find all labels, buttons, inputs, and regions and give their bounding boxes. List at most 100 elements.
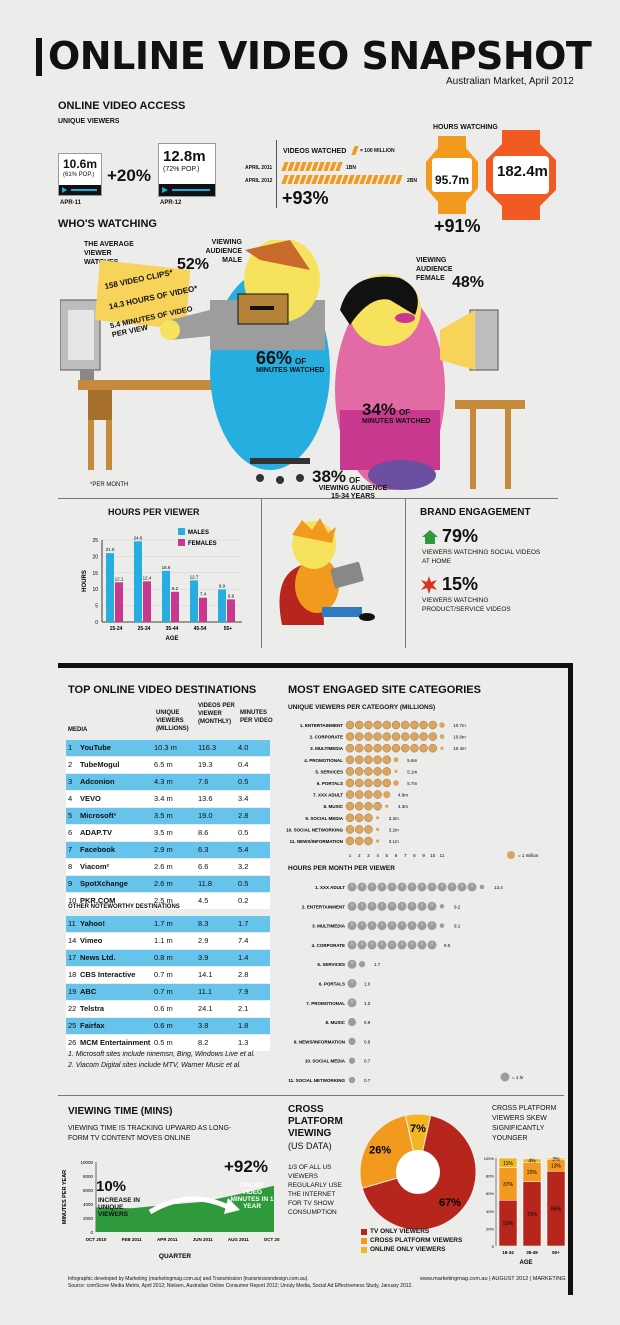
stack-segment	[546, 1157, 566, 1161]
youth-viewer-illustration	[279, 518, 375, 625]
viewer-dot	[391, 744, 401, 753]
apr12-player	[159, 184, 215, 196]
category-value: 0.9	[364, 1020, 371, 1025]
viewer-dot	[373, 720, 382, 730]
viewer-dot	[428, 720, 438, 730]
cell-vpv: 19.0	[198, 811, 213, 820]
cell-uv: 1.7 m	[154, 919, 173, 928]
categories-title: MOST ENGAGED SITE CATEGORIES	[288, 684, 481, 696]
category-value: 9.1	[454, 924, 461, 929]
viewer-dot	[400, 732, 410, 741]
legend-clock	[500, 1072, 510, 1082]
hours-2011: 95.7m	[435, 173, 470, 187]
cell-name: SpotXchange	[80, 879, 128, 888]
x-axis-label: AGE	[519, 1260, 532, 1266]
mid-top-line	[58, 498, 558, 499]
product-label: VIEWERS WATCHING PRODUCT/SERVICE VIDEOS	[422, 597, 511, 613]
hpm-title: HOURS PER MONTH PER VIEWER	[288, 865, 395, 872]
vt-pct-left: 10%	[96, 1178, 127, 1195]
viewer-dot	[354, 744, 364, 753]
x-tick-label: 35-49	[526, 1250, 538, 1255]
male-label: VIEWING AUDIENCE MALE	[205, 239, 242, 264]
legend-swatch	[361, 1238, 367, 1244]
table-row: 18 CBS Interactive 0.7 m 14.1 2.8	[66, 967, 270, 983]
clock-icon-partial	[358, 961, 366, 968]
axis-tick: 11	[440, 853, 445, 858]
female-pct: 48%	[452, 274, 485, 291]
cell-rank: 10	[68, 896, 77, 905]
home-pct: 79%	[442, 526, 479, 546]
table-row: 7 Facebook 2.9 m 6.3 5.4	[66, 842, 270, 858]
x-tick-label: JUN 2011	[193, 1237, 214, 1242]
cell-mpv: 7.9	[238, 987, 249, 996]
category-label: 9. SOCIAL MEDIA	[305, 816, 343, 821]
footer-source: Source: comScore Media Metrix, April 201…	[68, 1283, 413, 1289]
viewer-dot-partial	[385, 804, 389, 808]
videos-row-label-2: APRIL 2012	[245, 178, 273, 184]
cell-mpv: 0.5	[238, 777, 249, 786]
clock-icon-partial	[439, 923, 445, 928]
viewer-dot	[345, 720, 355, 730]
hours-per-month-chart: 1. XXX ADULT 13.4 2. ENTERTAINMENT 9.2 3. MU…	[288, 882, 524, 1084]
videos-row-value-1: 1bn	[346, 165, 357, 171]
section-divider	[58, 663, 573, 668]
top-table-title: TOP ONLINE VIDEO DESTINATIONS	[68, 684, 257, 696]
youth-pct: 38%	[312, 467, 347, 486]
cell-rank: 14	[68, 936, 77, 945]
axis-tick: 6	[395, 853, 398, 858]
y-tick-label: 8000	[83, 1174, 94, 1179]
y-axis-label: HOURS	[82, 570, 88, 592]
viewer-dot-partial	[383, 791, 391, 799]
cell-uv: 3.5 m	[154, 828, 173, 837]
viewer-dot-partial	[376, 839, 380, 843]
category-label: 10. SOCIAL MEDIA	[305, 1059, 346, 1064]
cell-mpv: 0.5	[238, 828, 249, 837]
bar-value-label: 6.9	[228, 593, 235, 598]
viewer-dot-partial	[394, 769, 398, 773]
table-row: 1 YouTube 10.3 m 116.3 4.0	[66, 740, 270, 756]
x-tick-label: OCT 2010	[86, 1237, 107, 1242]
cell-mpv: 5.4	[238, 845, 249, 854]
vt-desc: VIEWING TIME IS TRACKING UPWARD AS LONG-…	[68, 1125, 232, 1142]
y-tick-label: 20%	[486, 1226, 494, 1231]
cell-uv: 1.1 m	[154, 936, 173, 945]
cell-vpv: 14.1	[198, 970, 213, 979]
apr11-player	[59, 185, 101, 195]
table-row: 11 Yahoo! 1.7 m 8.3 1.7	[66, 916, 270, 932]
category-label: 2. CORPORATE	[310, 735, 343, 740]
category-value: 10.6m	[453, 735, 466, 740]
male-minutes-label: MINUTES WATCHED	[256, 367, 325, 374]
category-label: 9. NEWS/INFORMATION	[294, 1039, 345, 1044]
cell-vpv: 116.3	[198, 743, 217, 752]
viewer-dot	[364, 755, 373, 764]
viewer-dot	[373, 790, 382, 799]
col-unique: UNIQUE VIEWERS (MILLIONS)	[156, 710, 189, 732]
bar-value-label: 12.1	[115, 576, 124, 581]
bar-value-label: 9.2	[172, 586, 179, 591]
viewer-dot	[345, 744, 355, 753]
category-label: 4. PROMOTIONAL	[304, 758, 343, 763]
x-tick-label: 15-24	[110, 626, 123, 632]
category-value: 1.0	[364, 982, 371, 987]
viewer-dot	[428, 744, 438, 753]
cell-name: News Ltd.	[80, 953, 116, 962]
x-tick-label: 25-34	[138, 626, 151, 632]
viewer-dot	[345, 836, 355, 846]
viewer-dot	[419, 720, 428, 730]
viewer-dot	[364, 767, 373, 776]
axis-tick: 2	[358, 853, 361, 858]
viewer-dot	[354, 801, 364, 811]
stack-label: 2%	[552, 1157, 560, 1163]
vt-title: VIEWING TIME (MINS)	[68, 1106, 173, 1117]
clock-icon	[367, 940, 377, 950]
x-tick-label: 35-44	[166, 626, 179, 632]
category-value: 3.1m	[389, 839, 399, 844]
table-row: 9 SpotXchange 2.6 m 11.8 0.5	[66, 876, 270, 892]
home-label: VIEWERS WATCHING SOCIAL VIDEOS AT HOME	[422, 549, 541, 565]
legend-label: TV ONLY VIEWERS	[370, 1228, 430, 1235]
divider	[276, 140, 277, 208]
viewer-dot	[382, 744, 392, 753]
cell-uv: 0.5 m	[154, 1038, 173, 1047]
cell-mpv: 2.8	[238, 811, 249, 820]
bar-value-label: 9.9	[219, 584, 226, 589]
